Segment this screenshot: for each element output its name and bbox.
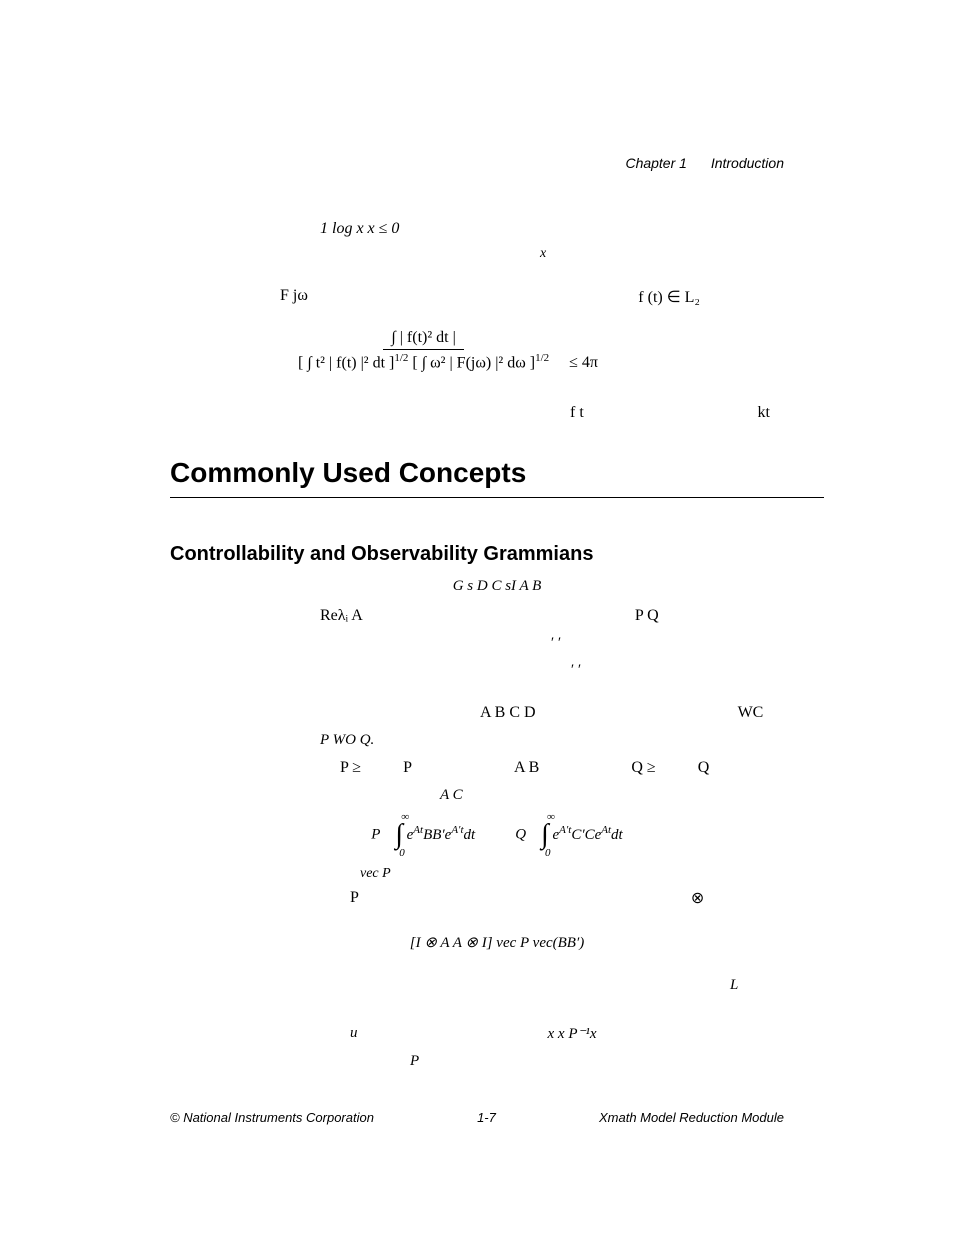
l-symbol: L	[730, 977, 824, 994]
vec-p: vec P	[360, 866, 391, 881]
math-ft: f t	[570, 404, 584, 422]
math-fjomega: F jω	[280, 287, 308, 307]
chapter-title: Introduction	[711, 155, 784, 171]
q-int-lower: 0	[545, 847, 551, 859]
math-expression-row: F jω f (t) ∈ L₂	[280, 287, 700, 307]
pq-integral-row: P ∞ ∫ 0 ∫ eᴬᵗ BB′ eᴬ′ᵗ dt eAtBB′eA′tdt Q…	[170, 819, 824, 851]
math-kt: kt	[758, 404, 770, 422]
math-expression-ft-kt: f t kt	[570, 404, 770, 422]
kronecker-expression: [I ⊗ A A ⊗ I] vec P vec(BB′)	[170, 933, 824, 952]
math-expression-1: 1 log x x ≤ 0	[320, 220, 824, 238]
subsection-heading: Controllability and Observability Grammi…	[170, 543, 824, 566]
math-fl2: f (t) ∈ L₂	[638, 287, 700, 307]
re-lambda-row: Reλᵢ A P Q	[320, 607, 824, 625]
p-integral-rendered: eAtBB′eA′tdt	[407, 827, 476, 843]
ac-sym: A C	[440, 787, 824, 804]
re-lambda: Reλᵢ A	[320, 607, 363, 625]
math-fraction-block: ∫ | f(t)² dt | [ ∫ t² | f(t) |² dt ]1/2 …	[290, 327, 710, 374]
document-page: Chapter 1 Introduction 1 log x x ≤ 0 x F…	[0, 0, 954, 1235]
fraction-denominator: [ ∫ t² | f(t) |² dt ]1/2 [ ∫ ω² | F(jω) …	[290, 350, 557, 374]
chapter-number: Chapter 1	[625, 155, 686, 171]
page-content: 1 log x x ≤ 0 x F jω f (t) ∈ L₂ ∫ | f(t)…	[170, 220, 824, 1070]
vec-p-row: vec P	[360, 866, 824, 882]
q-int-lhs: Q	[515, 827, 526, 843]
footer-center: 1-7	[477, 1110, 496, 1125]
section-heading: Commonly Used Concepts	[170, 457, 824, 498]
fraction-numerator: ∫ | f(t)² dt |	[383, 327, 463, 350]
gs-expression: G s D C sI A B	[170, 578, 824, 595]
page-footer: © National Instruments Corporation 1-7 X…	[170, 1110, 784, 1125]
primes-row-2: ′ ′	[570, 662, 824, 679]
primes-row-1: ′ ′	[550, 635, 824, 652]
ab-sym: A B	[514, 759, 539, 777]
xpinv: x x P⁻¹x	[548, 1024, 597, 1043]
abcd-wc-row: A B C D WC	[320, 704, 824, 722]
footer-right: Xmath Model Reduction Module	[599, 1110, 784, 1125]
denom-right: [ ∫ ω² | F(jω) |² dω ]	[412, 354, 535, 371]
p-kron-row: P ⊗	[350, 888, 824, 908]
q-ge: Q ≥	[631, 759, 655, 777]
u-x-p-row: u x x P⁻¹x	[350, 1024, 824, 1043]
q-integral-rendered: eA′tC′CeAtdt	[552, 827, 622, 843]
p-integral-sign: ∞ ∫ 0	[395, 819, 403, 851]
q-integral-sign: ∞ ∫ 0	[541, 819, 549, 851]
p-alone: P	[350, 889, 359, 907]
p-wo-q: P WO Q.	[320, 732, 824, 749]
pq-symbol: P Q	[635, 607, 659, 625]
denom-exp-left: 1/2	[394, 352, 408, 364]
wc-symbol: WC	[738, 704, 764, 722]
u-symbol: u	[350, 1025, 358, 1042]
abcd-symbol: A B C D	[480, 704, 536, 722]
denom-left: [ ∫ t² | f(t) |² dt ]	[298, 354, 394, 371]
p-sym: P	[403, 759, 412, 777]
p-int-lower: 0	[399, 847, 405, 859]
fraction-rhs: ≤ 4π	[569, 354, 598, 371]
p-ge: P ≥	[340, 759, 361, 777]
footer-left: © National Instruments Corporation	[170, 1110, 374, 1125]
pge-qge-row: P ≥ P A B Q ≥ Q	[340, 759, 824, 777]
page-header: Chapter 1 Introduction	[625, 155, 784, 171]
denom-exp-right: 1/2	[535, 352, 549, 364]
math-symbol-x: x	[540, 246, 824, 262]
q-int-upper: ∞	[547, 811, 555, 823]
p-final: P	[410, 1053, 824, 1070]
q-sym: Q	[698, 759, 710, 777]
kron-symbol: ⊗	[691, 888, 704, 908]
p-int-upper: ∞	[401, 811, 409, 823]
p-int-lhs: P	[371, 827, 380, 843]
